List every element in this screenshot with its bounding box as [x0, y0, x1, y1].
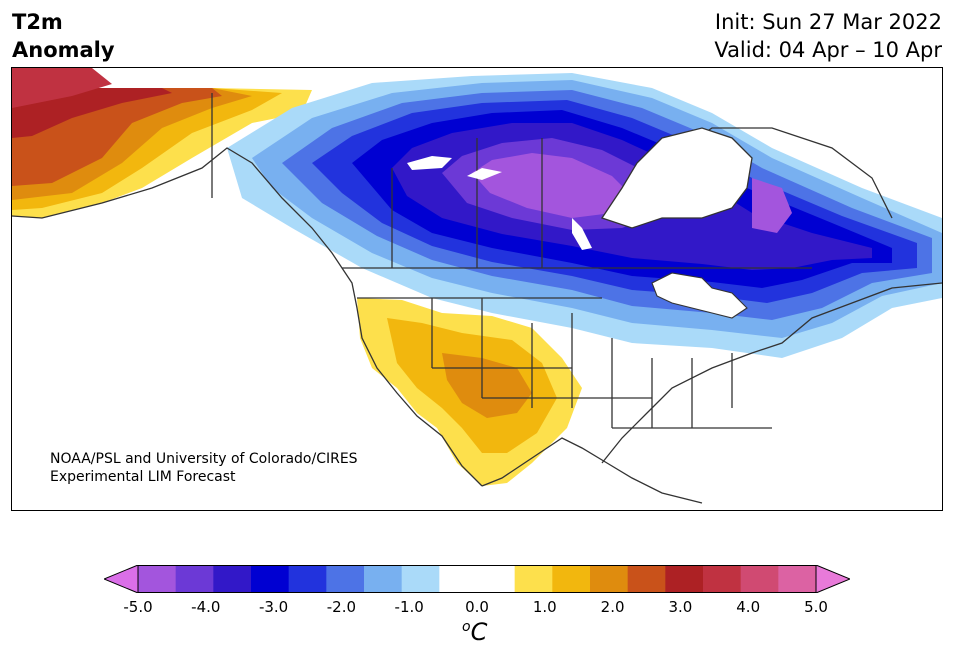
colorbar-swatch	[138, 565, 177, 593]
credit-line-2: Experimental LIM Forecast	[50, 469, 236, 485]
unit-label: oC	[462, 618, 487, 646]
anomaly-map: NOAA/PSL and University of Colorado/CIRE…	[11, 67, 943, 511]
colorbar-tick-label: -1.0	[394, 598, 424, 616]
colorbar-swatch	[703, 565, 742, 593]
map-credit: NOAA/PSL and University of Colorado/CIRE…	[50, 450, 358, 486]
colorbar-swatch	[213, 565, 252, 593]
great-lakes	[651, 272, 748, 319]
date-info: Init: Sun 27 Mar 2022 Valid: 04 Apr – 10…	[714, 8, 942, 64]
colorbar-swatch	[401, 565, 440, 593]
colorbar-tick-label: 5.0	[804, 598, 828, 616]
colorbar	[104, 565, 850, 593]
colorbar-swatch	[627, 565, 666, 593]
colorbar-tick-label: -5.0	[123, 598, 153, 616]
colorbar-swatch	[251, 565, 290, 593]
colorbar-max-extension	[815, 565, 850, 593]
colorbar-swatch	[514, 565, 553, 593]
colorbar-tick-label: 1.0	[532, 598, 557, 616]
unit-superscript: o	[462, 619, 471, 635]
colorbar-tick-label: 4.0	[736, 598, 761, 616]
hudson-bay	[600, 127, 753, 229]
colorbar-swatch	[778, 565, 817, 593]
colorbar-tick-label: 2.0	[600, 598, 625, 616]
colorbar-swatch	[439, 565, 478, 593]
lakes-west	[407, 156, 592, 250]
colorbar-frame	[137, 565, 817, 593]
title-line-2: Anomaly	[12, 38, 115, 62]
init-date: Init: Sun 27 Mar 2022	[714, 10, 942, 34]
colorbar-tick-label: -3.0	[258, 598, 289, 616]
colorbar-swatch	[364, 565, 403, 593]
coastlines	[12, 93, 942, 504]
colorbar-tick-label: 3.0	[668, 598, 693, 616]
colorbar-tick-label: -2.0	[326, 598, 357, 616]
colorbar-swatch	[477, 565, 516, 593]
map-title: T2m Anomaly	[12, 8, 115, 64]
colorbar-tick-label: 0.0	[465, 598, 489, 616]
credit-line-1: NOAA/PSL and University of Colorado/CIRE…	[50, 451, 358, 467]
colorbar-swatch	[288, 565, 327, 593]
colorbar-min-extension	[104, 565, 139, 593]
map-canvas	[12, 68, 942, 504]
colorbar-swatch	[590, 565, 629, 593]
unit-base: C	[470, 618, 488, 646]
colorbar-swatch	[665, 565, 704, 593]
colorbar-swatch	[175, 565, 214, 593]
colorbar-tick-label: -4.0	[191, 598, 221, 616]
colorbar-swatch	[552, 565, 591, 593]
colorbar-swatch	[740, 565, 779, 593]
colorbar-swatch	[326, 565, 365, 593]
title-line-1: T2m	[12, 10, 63, 34]
valid-date: Valid: 04 Apr – 10 Apr	[714, 38, 942, 62]
